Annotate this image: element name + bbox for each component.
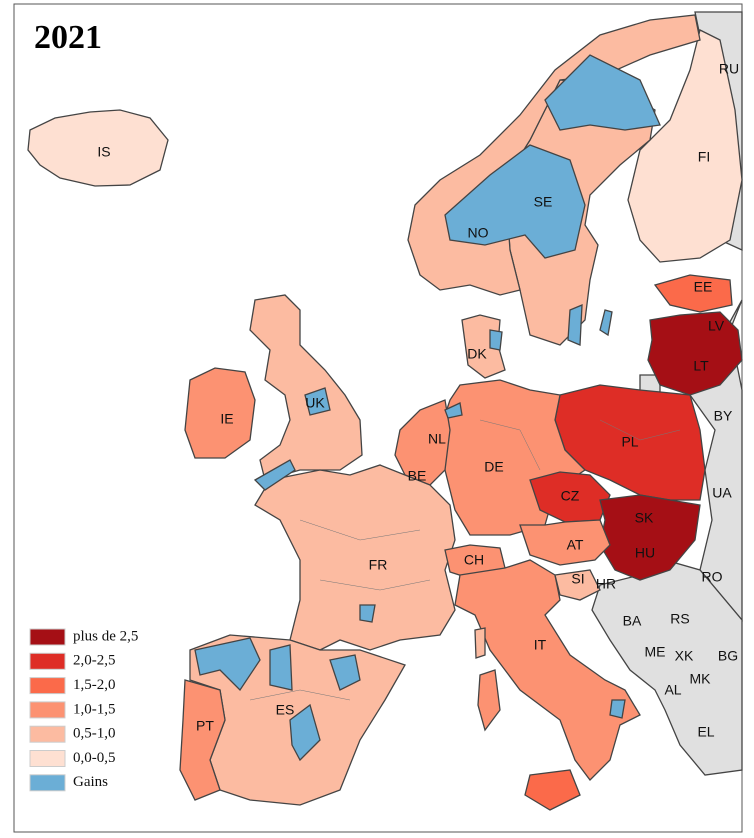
legend-swatch [29, 774, 66, 792]
legend-label: 2,0-2,5 [73, 653, 116, 669]
gains-se-east [567, 304, 583, 346]
label-pl: PL [621, 434, 638, 450]
legend-swatch [29, 701, 66, 719]
gains-it [609, 699, 626, 719]
legend-label: 1,0-1,5 [73, 701, 116, 717]
legend-label: 0,5-1,0 [73, 726, 116, 742]
label-sk: SK [635, 510, 654, 526]
country-labels: RU IS FI SE NO EE LV LT DK BY UK IE NL P… [97, 61, 739, 740]
legend-swatch [29, 750, 66, 767]
label-de: DE [484, 459, 503, 475]
label-pt: PT [196, 718, 214, 734]
label-is: IS [97, 144, 110, 160]
countries [27, 14, 743, 811]
country-uk [249, 294, 363, 481]
country-ee [653, 274, 733, 313]
label-hu: HU [635, 545, 655, 561]
label-cz: CZ [561, 488, 580, 504]
label-at: AT [567, 537, 584, 553]
country-at [519, 519, 611, 566]
label-uk: UK [305, 395, 325, 411]
label-by: BY [714, 408, 733, 424]
legend-swatch [29, 677, 66, 695]
regional-borders [249, 419, 681, 701]
country-fi [627, 29, 743, 263]
label-bg: BG [718, 648, 738, 664]
country-nl-be [394, 399, 451, 486]
gains-gotland [599, 309, 613, 337]
label-se: SE [534, 194, 553, 210]
country-is [27, 109, 169, 187]
gains-fr [359, 604, 376, 623]
label-be: BE [408, 468, 427, 484]
legend-label: 0,0-0,5 [73, 750, 116, 766]
label-no: NO [468, 225, 489, 241]
label-it: IT [534, 637, 547, 653]
gains-regions [194, 304, 626, 762]
map-title: 2021 [34, 19, 102, 56]
island-corsica [474, 627, 486, 659]
country-ie [184, 367, 256, 459]
island-sicily [524, 769, 581, 811]
label-ie: IE [220, 411, 233, 427]
label-ua: UA [712, 485, 732, 501]
country-lv-lt [647, 311, 743, 396]
label-dk: DK [467, 346, 487, 362]
label-rs: RS [670, 611, 689, 627]
legend-swatch [29, 725, 66, 743]
gains-nl [444, 402, 463, 419]
region-no-se-gains [444, 144, 586, 259]
label-ru: RU [719, 61, 739, 77]
label-al: AL [664, 682, 681, 698]
gains-dk [489, 329, 503, 351]
legend-label: 1,5-2,0 [73, 677, 116, 693]
label-ro: RO [702, 569, 723, 585]
label-fi: FI [698, 149, 710, 165]
label-hr: HR [596, 576, 616, 592]
label-lt: LT [693, 358, 709, 374]
label-si: SI [571, 571, 584, 587]
region-border [249, 689, 351, 701]
gains-es-ne [329, 654, 361, 691]
region-se-north-gains [544, 54, 661, 131]
country-fr [254, 464, 456, 651]
label-es: ES [276, 702, 295, 718]
label-fr: FR [369, 557, 388, 573]
label-ba: BA [623, 613, 642, 629]
label-ee: EE [694, 279, 713, 295]
region-border [599, 419, 681, 441]
gains-es-north [194, 637, 261, 692]
label-mk: MK [690, 671, 712, 687]
label-nl: NL [428, 431, 446, 447]
legend-swatch [29, 652, 66, 670]
region-border [319, 579, 431, 591]
legend: plus de 2,5 2,0-2,5 1,5-2,0 1,0-1,5 0,5-1,0 0… [29, 628, 138, 792]
gains-es-central [289, 703, 321, 762]
label-ch: CH [464, 552, 484, 568]
label-lv: LV [708, 318, 725, 334]
label-el: EL [697, 724, 714, 740]
region-border [479, 419, 541, 471]
label-xk: XK [675, 648, 694, 664]
label-me: ME [645, 644, 666, 660]
gains-uk-southwest [253, 459, 296, 491]
island-sardinia [477, 669, 501, 732]
legend-label: plus de 2,5 [73, 628, 138, 644]
country-pt [179, 679, 226, 801]
gains-es-northcentral [269, 644, 293, 691]
gains-uk-north [304, 387, 331, 416]
country-si-hr [554, 569, 601, 601]
legend-label: Gains [73, 774, 108, 790]
region-border [299, 519, 421, 541]
legend-swatch [29, 628, 66, 646]
